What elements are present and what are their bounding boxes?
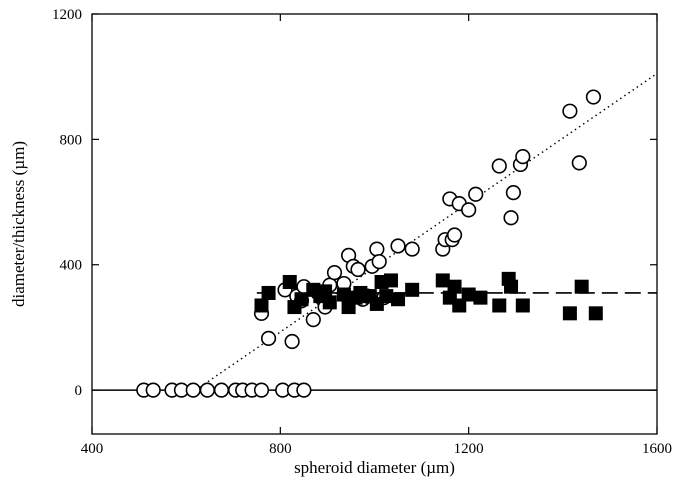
filled-square-point	[379, 289, 394, 304]
open-circle-point	[515, 149, 531, 165]
filled-square-point	[383, 273, 398, 288]
y-axis-title: diameter/thickness (µm)	[9, 141, 28, 307]
filled-square-point	[294, 292, 309, 307]
x-axis-title: spheroid diameter (µm)	[294, 458, 455, 477]
open-circle-point	[468, 186, 484, 202]
open-circle-point	[562, 103, 578, 119]
reference-lines	[92, 72, 658, 391]
open-circle-point	[491, 158, 507, 174]
x-tick-label: 1600	[642, 441, 672, 457]
filled-square-point	[473, 290, 488, 305]
open-circle-point	[585, 89, 602, 105]
open-circle-point	[404, 241, 420, 257]
open-circle-point	[571, 155, 587, 171]
x-tick-label: 800	[269, 441, 292, 457]
open-circle-point	[145, 382, 161, 398]
filled-square-point	[588, 306, 603, 321]
filled-square-point	[282, 274, 297, 289]
open-circle-point	[390, 238, 406, 254]
open-circle-point	[461, 202, 477, 218]
plot-border	[91, 13, 658, 435]
open-circle-point	[199, 382, 215, 398]
filled-square-point	[447, 279, 462, 294]
filled-square-point	[492, 298, 507, 313]
open-circle-point	[446, 227, 463, 243]
data-points	[136, 89, 603, 398]
open-circle-point	[369, 241, 385, 257]
open-circle-point	[503, 210, 519, 226]
open-circle-point	[296, 382, 312, 398]
open-circle-point	[213, 382, 230, 398]
open-circle-point	[260, 330, 277, 347]
open-circle-point	[350, 261, 366, 278]
filled-square-point	[405, 282, 420, 297]
filled-square-point	[515, 298, 530, 313]
filled-square-point	[452, 298, 467, 313]
open-circle-point	[326, 264, 343, 281]
y-tick-label: 1200	[52, 7, 82, 23]
plot-frame	[91, 13, 658, 435]
filled-square-point	[318, 284, 333, 299]
open-circle-point	[371, 254, 387, 270]
filled-square-point	[435, 273, 450, 288]
filled-square-point	[254, 298, 269, 313]
filled-square-point	[562, 306, 577, 321]
axis-ticks: 400 800 1200 1600 0 400 800 1200	[52, 7, 672, 457]
y-tick-label: 800	[60, 132, 83, 148]
filled-square-point	[336, 287, 351, 302]
open-circle-point	[185, 382, 201, 398]
filled-square-point	[461, 287, 476, 302]
x-tick-label: 400	[81, 441, 104, 457]
open-circle-point	[284, 333, 300, 350]
filled-square-point	[261, 285, 276, 300]
y-tick-label: 0	[75, 383, 83, 399]
open-circle-point	[253, 382, 270, 398]
y-tick-label: 400	[60, 258, 83, 274]
x-tick-label: 1200	[454, 441, 484, 457]
open-circle-point	[305, 311, 321, 328]
filled-square-point	[504, 279, 519, 294]
filled-square-point	[391, 292, 406, 307]
dotted-reference-line	[195, 72, 658, 391]
open-circle-point	[505, 185, 521, 201]
filled-square-point	[574, 279, 589, 294]
filled-square-point	[322, 295, 337, 310]
